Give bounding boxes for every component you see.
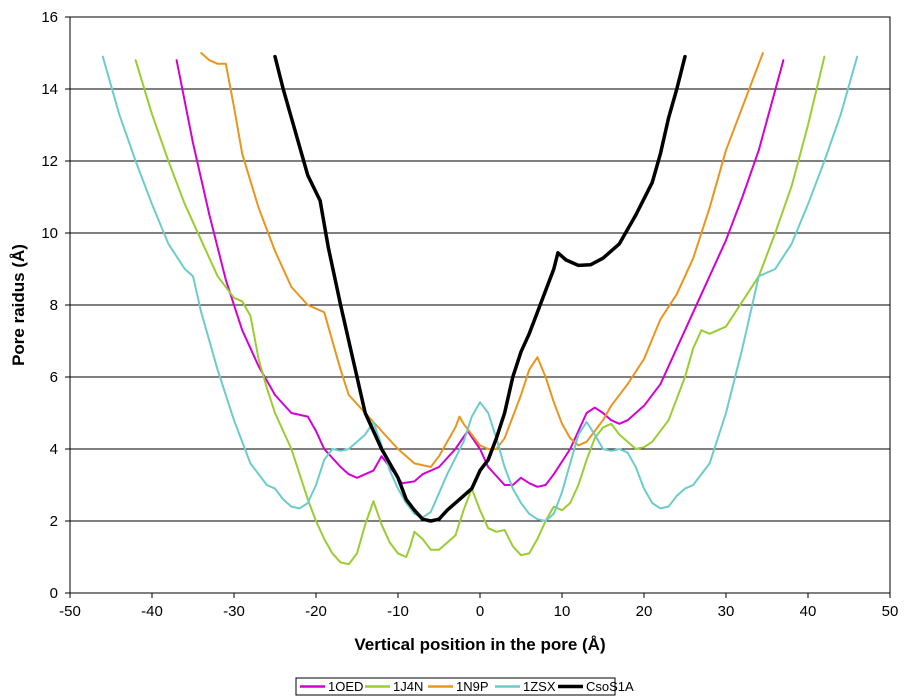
legend: 1OED 1J4N 1N9P 1ZSX CsoS1A (295, 677, 634, 696)
legend-box (295, 677, 616, 696)
y-tick-label: 6 (50, 369, 58, 386)
y-tick-label: 4 (50, 441, 58, 458)
y-tick-label: 8 (50, 297, 58, 314)
legend-label-1j4n: 1J4N (393, 679, 423, 694)
series-line-1zsx (101, 55, 859, 522)
x-tick-label: 10 (554, 603, 571, 620)
x-tick-label: 0 (476, 603, 484, 620)
x-tick-label: -40 (141, 603, 163, 620)
legend-label-1n9p: 1N9P (456, 679, 489, 694)
y-tick-label: 16 (41, 9, 58, 26)
horizontal-gridlines (70, 16, 890, 522)
legend-label-1zsx: 1ZSX (523, 679, 556, 694)
series-line-csos1a (273, 54, 687, 523)
y-tick-label: 10 (41, 225, 58, 242)
legend-label-1oed: 1OED (328, 679, 363, 694)
x-tick-label: -30 (223, 603, 245, 620)
x-tick-label: 40 (800, 603, 817, 620)
x-tick-label: 30 (718, 603, 735, 620)
x-tick-label: -20 (305, 603, 327, 620)
y-tick-label: 12 (41, 153, 58, 170)
y-axis-title: Pore raidus (Å) (9, 244, 28, 366)
x-tick-label: -10 (387, 603, 409, 620)
series-lines (101, 52, 859, 566)
legend-label-csos1a: CsoS1A (586, 679, 634, 694)
x-axis-title: Vertical position in the pore (Å) (354, 635, 605, 654)
y-axis: 0 2 4 6 8 10 12 14 16 (41, 9, 70, 602)
x-tick-label: -50 (59, 603, 81, 620)
series-line-1n9p (200, 52, 764, 468)
x-axis: -50 -40 -30 -20 -10 0 10 20 30 40 50 (59, 593, 898, 620)
y-tick-label: 2 (50, 513, 58, 530)
x-tick-label: 20 (636, 603, 653, 620)
y-tick-label: 0 (50, 585, 58, 602)
x-tick-label: 50 (882, 603, 899, 620)
y-tick-label: 14 (41, 81, 58, 98)
series-line-1oed (175, 59, 785, 488)
